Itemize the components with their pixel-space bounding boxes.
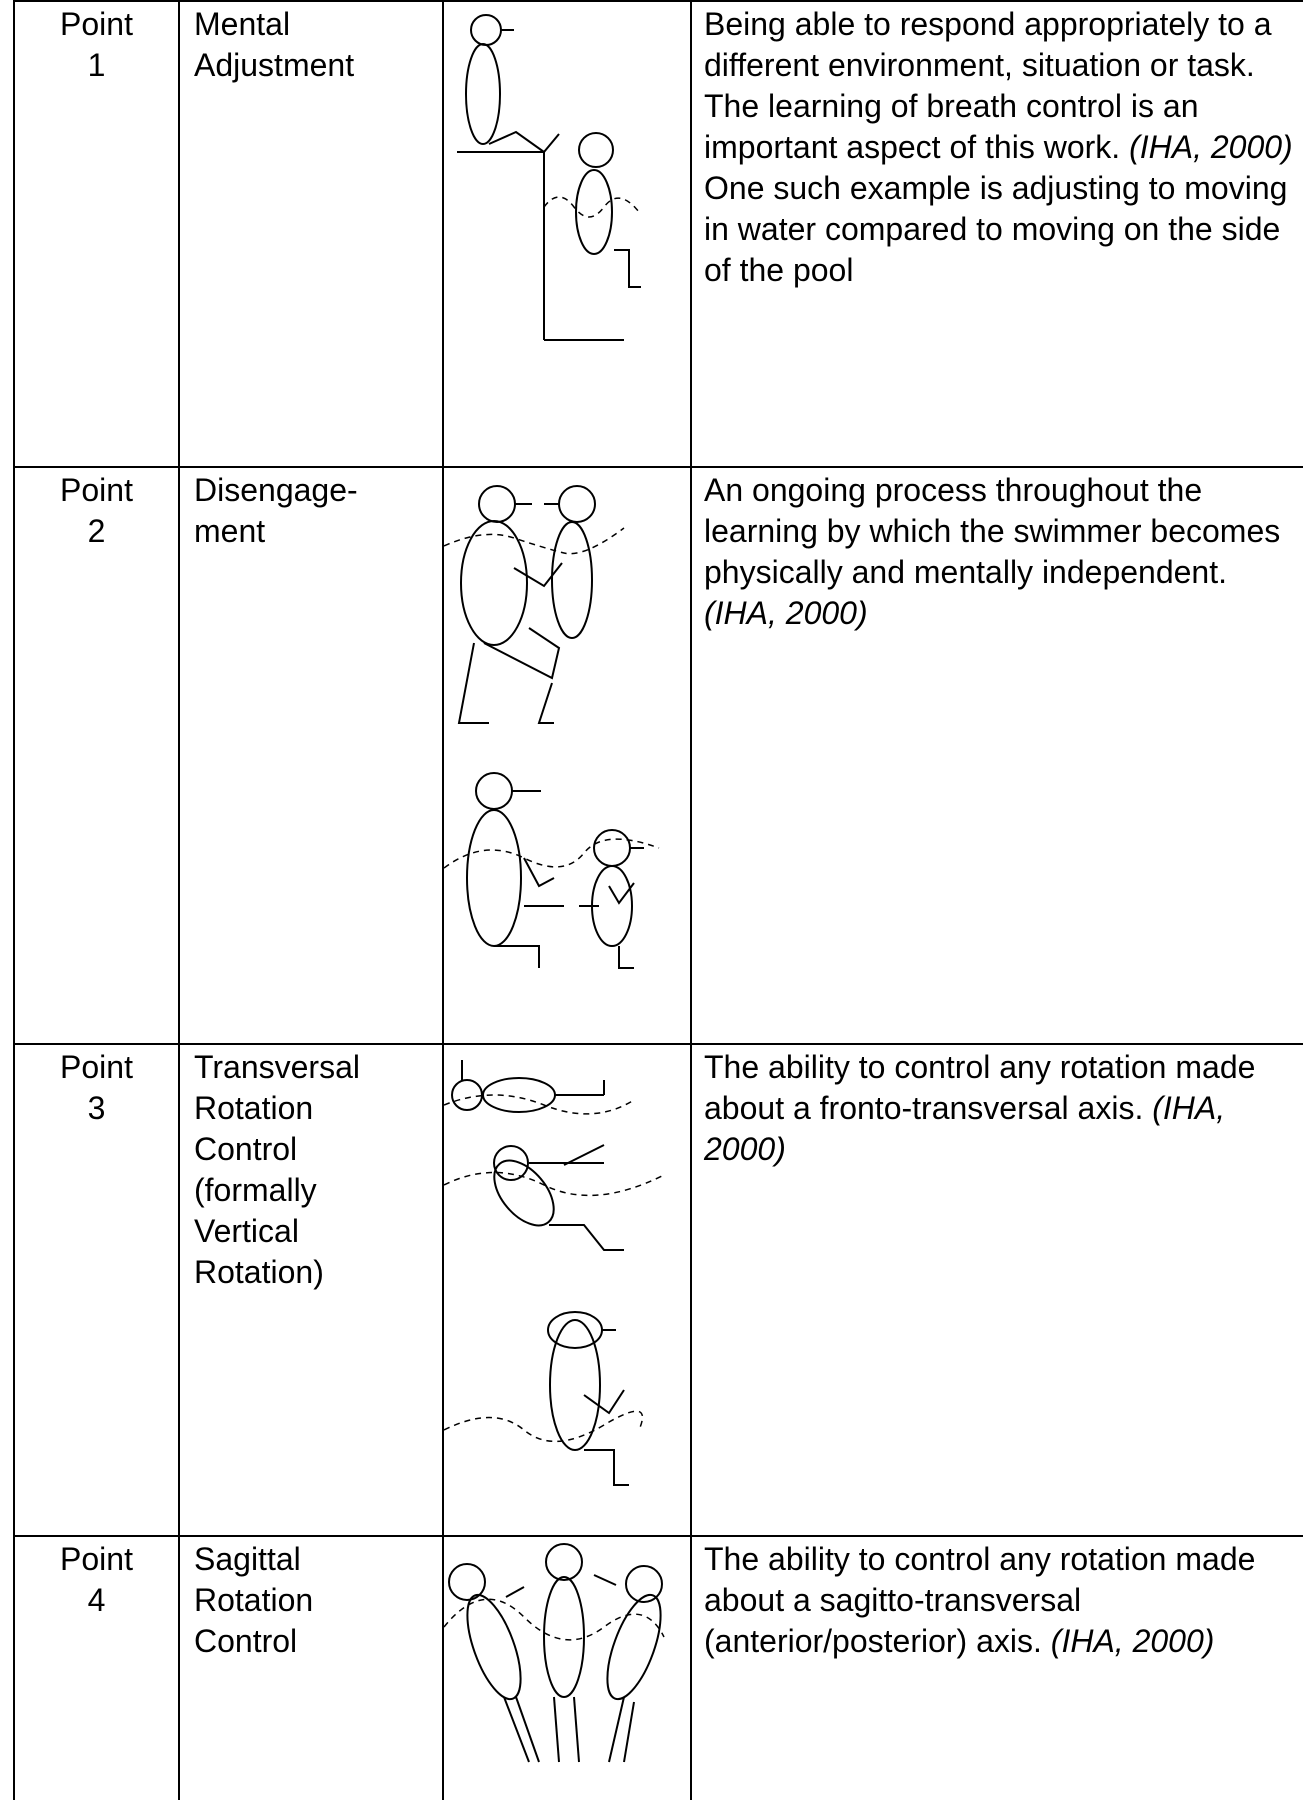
table-row: Point 1 Mental Adjustment Being able to resp… (13, 0, 1303, 468)
description-cell: The ability to control any rotation made… (690, 1045, 1303, 1537)
description-text: Being able to respond appropriately to a… (704, 6, 1272, 165)
skill-name: Rotation (194, 1582, 314, 1618)
illustration (444, 485, 660, 969)
point-label: 2 (87, 513, 106, 549)
description: One such example is adjusting to moving … (704, 168, 1303, 291)
citation: (IHA, 2000) (704, 1090, 1226, 1167)
skill-name: Rotation (194, 1090, 314, 1126)
table-row: Point 3 Transversal Rotation Control (formall… (13, 1043, 1303, 1537)
skill-name: Control (194, 1623, 298, 1659)
illustration-cell (442, 1537, 690, 1800)
point-cell: Point 3 (13, 1045, 178, 1537)
point-label: Point (60, 472, 133, 508)
table-row: Point 2 Disengage-ment An ongoing process t… (13, 466, 1303, 1045)
point-cell: Point 4 (13, 1537, 178, 1800)
name-cell: Mental Adjustment (178, 2, 442, 468)
skill-name: Mental (194, 6, 291, 42)
description: Being able to respond appropriately to a… (704, 4, 1303, 168)
point-cell: Point 2 (13, 468, 178, 1045)
illustration (444, 1543, 665, 1763)
name-cell: Disengage-ment (178, 468, 442, 1045)
point-label: Point (60, 6, 133, 42)
skill-name: Sagittal (194, 1541, 301, 1577)
illustration-cell (442, 2, 690, 468)
skill-name: ment (194, 513, 266, 549)
point-label: Point (60, 1541, 133, 1577)
illustration-cell (442, 468, 690, 1045)
skill-name: Adjustment (194, 47, 355, 83)
skill-name: Rotation) (194, 1254, 324, 1290)
description-cell: The ability to control any rotation made… (690, 1537, 1303, 1800)
point-label: Point (60, 1049, 133, 1085)
citation: (IHA, 2000) (1129, 129, 1293, 165)
illustration (444, 1060, 665, 1486)
description-text: The ability to control any rotation made… (704, 1541, 1256, 1659)
description: The ability to control any rotation made… (704, 1539, 1303, 1662)
illustration (457, 14, 641, 341)
description-text: The ability to control any rotation made… (704, 1049, 1256, 1126)
description: The ability to control any rotation made… (704, 1047, 1303, 1170)
point-label: 4 (87, 1582, 106, 1618)
description-text: One such example is adjusting to moving … (704, 170, 1288, 288)
table-row: Point 4 Sagittal Rotation Control The ability… (13, 1535, 1303, 1800)
name-cell: Transversal Rotation Control (formally Verti… (178, 1045, 442, 1537)
skill-name: Vertical (194, 1213, 299, 1249)
skill-name: Control (194, 1131, 298, 1167)
illustration-cell (442, 1045, 690, 1537)
citation: (IHA, 2000) (1050, 1623, 1215, 1659)
point-label: 3 (87, 1090, 106, 1126)
description-cell: Being able to respond appropriately to a… (690, 2, 1303, 468)
point-label: 1 (87, 47, 106, 83)
name-cell: Sagittal Rotation Control (178, 1537, 442, 1800)
skill-name: Disengage- (194, 472, 358, 508)
citation: (IHA, 2000) (704, 595, 868, 631)
point-cell: Point 1 (13, 2, 178, 468)
skill-name: (formally (194, 1172, 317, 1208)
description-cell: An ongoing process throughout the learni… (690, 468, 1303, 1045)
skill-name: Transversal (194, 1049, 360, 1085)
description: An ongoing process throughout the learni… (704, 470, 1303, 634)
description-text: An ongoing process throughout the learni… (704, 472, 1281, 590)
